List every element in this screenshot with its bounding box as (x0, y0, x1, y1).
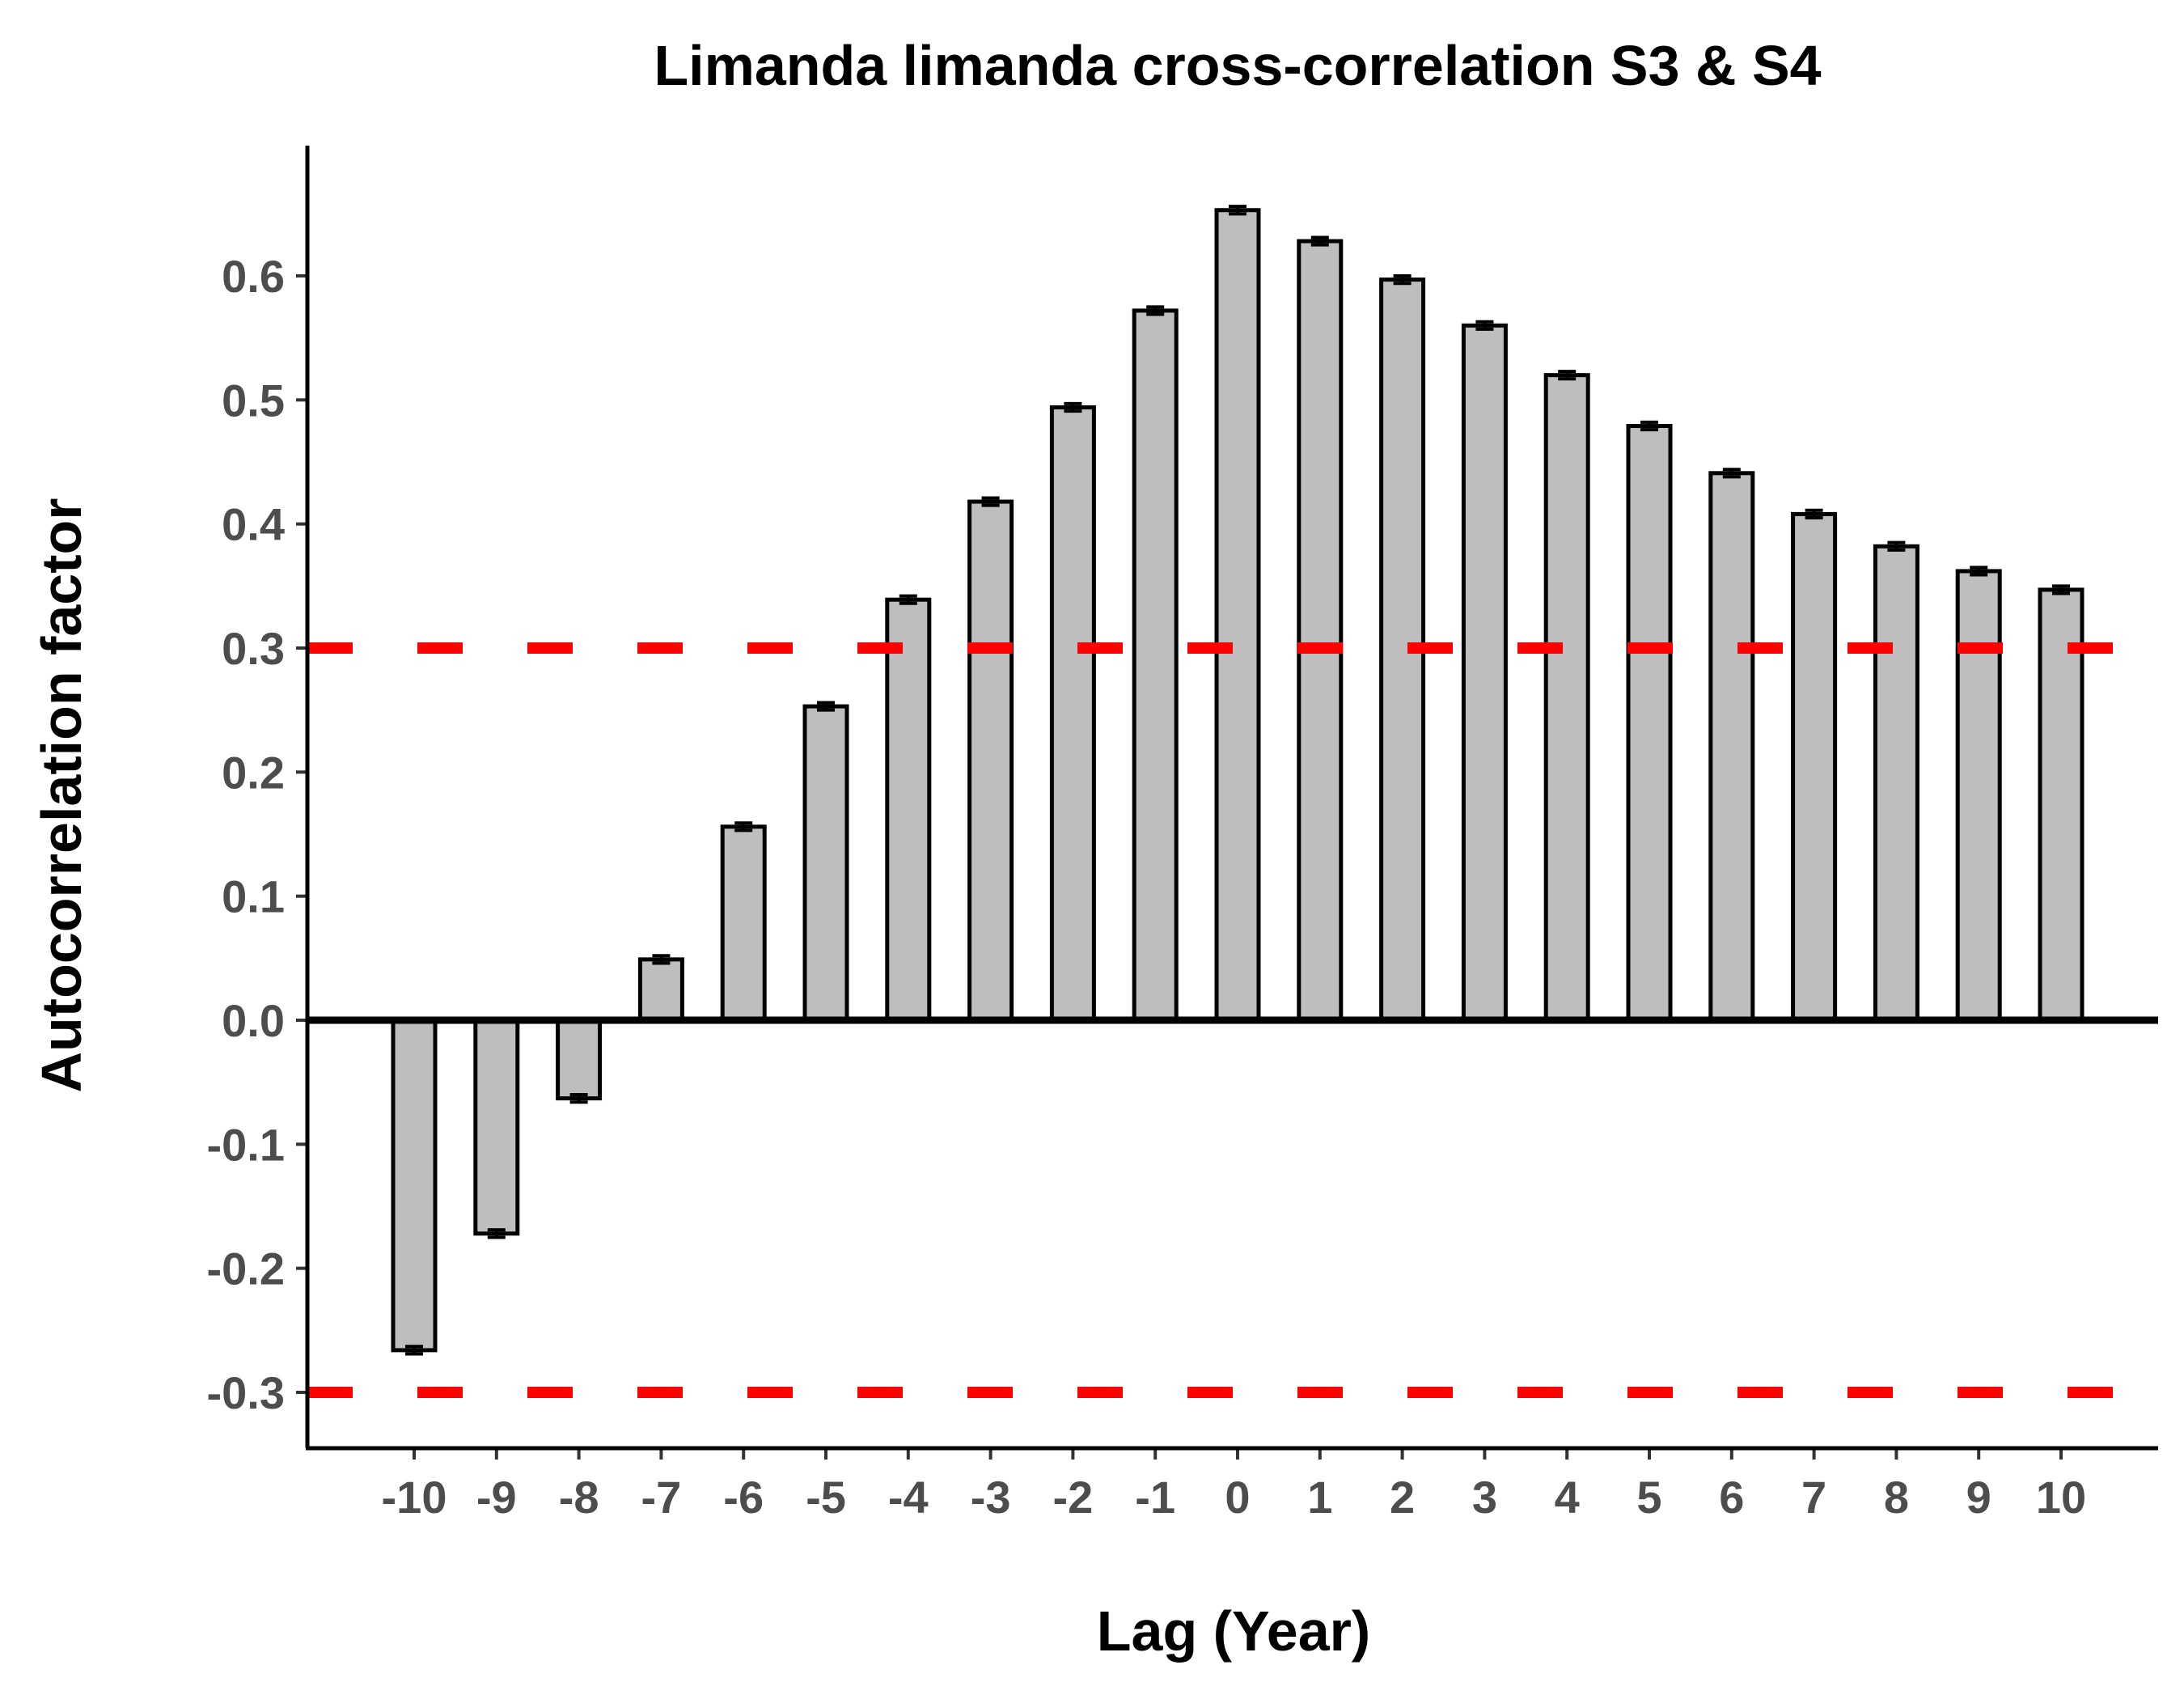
x-tick-label: -4 (888, 1472, 929, 1523)
y-tick-label: 0.0 (222, 995, 285, 1046)
x-tick-label: 0 (1225, 1472, 1250, 1523)
x-tick-label: -6 (723, 1472, 764, 1523)
x-tick-label: 10 (2036, 1472, 2086, 1523)
x-axis-ticks: -10 -9 -8 -7 -6 -5 -4 -3 -2 -1 0 1 2 3 4 5 6 7 8 9 10 (382, 1448, 2086, 1523)
bar-lag-1 (1297, 239, 1344, 1023)
bar-lag--2 (1049, 405, 1096, 1023)
x-tick-label: -8 (559, 1472, 599, 1523)
bar-lag-7 (1791, 511, 1838, 1023)
x-tick-label: -10 (382, 1472, 447, 1523)
y-tick-label: -0.3 (207, 1367, 286, 1418)
bar-lag--1 (1132, 308, 1179, 1023)
x-tick-label: -9 (476, 1472, 517, 1523)
bar-lag-4 (1543, 373, 1590, 1023)
y-tick-label: -0.2 (207, 1244, 286, 1294)
x-tick-label: 1 (1307, 1472, 1332, 1523)
bar-lag--10 (391, 1018, 438, 1353)
y-tick-label: 0.2 (222, 747, 285, 798)
bar-lag-10 (2038, 587, 2085, 1023)
y-tick-label: -0.1 (207, 1119, 286, 1170)
x-tick-label: 5 (1636, 1472, 1661, 1523)
bar-lag--9 (473, 1018, 520, 1236)
y-tick-label: 0.4 (222, 499, 285, 550)
x-tick-label: -3 (971, 1472, 1011, 1523)
bar-lag-3 (1461, 323, 1508, 1023)
bar-lag-8 (1873, 544, 1919, 1023)
x-tick-label: -5 (806, 1472, 846, 1523)
x-tick-label: -1 (1135, 1472, 1175, 1523)
bar-lag--6 (720, 824, 767, 1023)
y-tick-label: 0.3 (222, 623, 285, 674)
bar-lag--3 (967, 499, 1014, 1023)
y-tick-label: 0.6 (222, 251, 285, 302)
x-tick-label: 2 (1390, 1472, 1415, 1523)
x-tick-label: 3 (1472, 1472, 1497, 1523)
x-axis-title: Lag (Year) (1097, 1599, 1370, 1663)
x-tick-label: 7 (1801, 1472, 1826, 1523)
x-tick-label: -2 (1053, 1472, 1094, 1523)
x-tick-label: 6 (1719, 1472, 1744, 1523)
x-tick-label: 4 (1555, 1472, 1580, 1523)
bar-lag--4 (885, 597, 932, 1023)
bar-lag--8 (556, 1018, 603, 1101)
bar-lag-9 (1955, 569, 2002, 1023)
y-axis-ticks: -0.3 -0.2 -0.1 0.0 0.1 0.2 0.3 0.4 0.5 0.6 (207, 251, 307, 1418)
bar-lag--7 (637, 957, 684, 1023)
bar-lag-0 (1214, 208, 1261, 1023)
bar-lag-5 (1626, 424, 1673, 1023)
chart-title: Limanda limanda cross-correlation S3 & S… (654, 34, 1821, 97)
bar-lag--5 (802, 704, 849, 1023)
y-axis-title: Autocorrelation factor (30, 498, 93, 1092)
x-tick-label: 8 (1884, 1472, 1909, 1523)
x-tick-label: 9 (1966, 1472, 1991, 1523)
y-tick-label: 0.5 (222, 375, 285, 426)
bar-lag-6 (1708, 471, 1755, 1023)
plot-area (307, 205, 2158, 1398)
x-tick-label: -7 (641, 1472, 682, 1523)
y-tick-label: 0.1 (222, 871, 285, 922)
